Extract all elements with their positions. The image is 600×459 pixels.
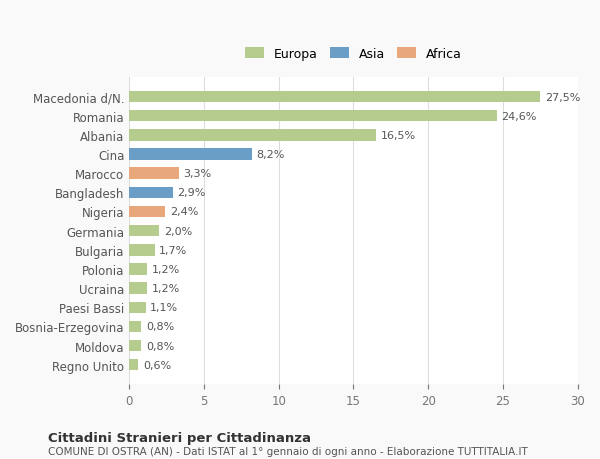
Bar bbox=[130, 245, 155, 256]
Bar bbox=[130, 283, 147, 294]
Bar bbox=[130, 359, 139, 371]
Text: 0,6%: 0,6% bbox=[143, 360, 171, 370]
Text: 2,9%: 2,9% bbox=[177, 188, 206, 198]
Text: 1,2%: 1,2% bbox=[152, 284, 180, 293]
Text: 1,2%: 1,2% bbox=[152, 264, 180, 274]
Text: 3,3%: 3,3% bbox=[183, 169, 211, 179]
Bar bbox=[130, 340, 142, 352]
Bar bbox=[130, 302, 146, 313]
Bar bbox=[130, 206, 165, 218]
Text: 2,4%: 2,4% bbox=[170, 207, 198, 217]
Text: 16,5%: 16,5% bbox=[380, 130, 416, 140]
Bar bbox=[130, 321, 142, 332]
Bar bbox=[130, 111, 497, 122]
Bar bbox=[130, 130, 376, 141]
Bar bbox=[130, 263, 147, 275]
Text: 24,6%: 24,6% bbox=[502, 112, 537, 122]
Text: Cittadini Stranieri per Cittadinanza: Cittadini Stranieri per Cittadinanza bbox=[48, 431, 311, 444]
Bar bbox=[130, 187, 173, 199]
Text: 0,8%: 0,8% bbox=[146, 322, 174, 332]
Text: 8,2%: 8,2% bbox=[256, 150, 285, 160]
Text: 1,7%: 1,7% bbox=[159, 245, 187, 255]
Bar bbox=[130, 225, 159, 237]
Bar bbox=[130, 92, 540, 103]
Text: 1,1%: 1,1% bbox=[150, 302, 178, 313]
Text: 27,5%: 27,5% bbox=[545, 92, 580, 102]
Bar bbox=[130, 149, 252, 160]
Legend: Europa, Asia, Africa: Europa, Asia, Africa bbox=[241, 44, 466, 64]
Text: 0,8%: 0,8% bbox=[146, 341, 174, 351]
Text: 2,0%: 2,0% bbox=[164, 226, 192, 236]
Text: COMUNE DI OSTRA (AN) - Dati ISTAT al 1° gennaio di ogni anno - Elaborazione TUTT: COMUNE DI OSTRA (AN) - Dati ISTAT al 1° … bbox=[48, 447, 528, 456]
Bar bbox=[130, 168, 179, 179]
